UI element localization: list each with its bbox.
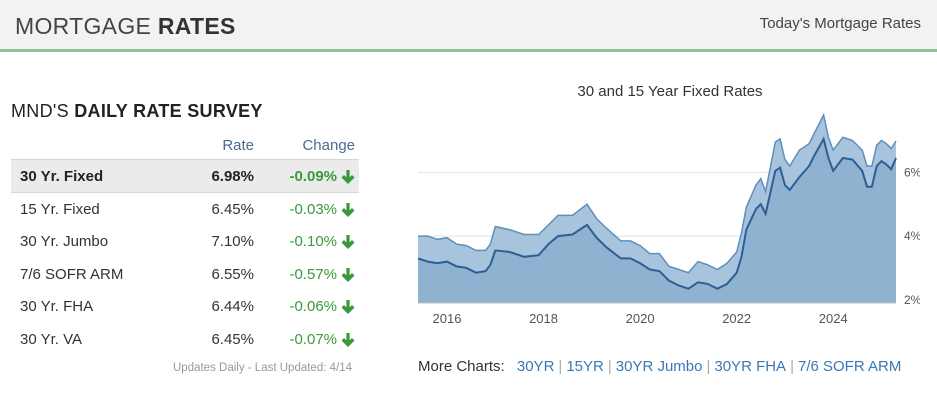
chart-title: 30 and 15 Year Fixed Rates <box>577 83 763 100</box>
link-separator: | <box>558 358 563 375</box>
series-30yr-line <box>418 112 897 274</box>
y-tick-label: 4% <box>904 229 920 243</box>
rate-change: -0.57% <box>289 265 337 283</box>
x-tick-label: 2024 <box>819 311 848 326</box>
rates-chart: 2016 2018 2020 2022 2024 2% 4% 6% <box>417 112 920 326</box>
x-tick-label: 2020 <box>626 311 655 326</box>
rate-table: Rate Change 30 Yr. Fixed 6.98% -0.09% 15 Yr… <box>11 132 359 356</box>
todays-rates-link[interactable]: Today's Mortgage Rates <box>759 15 921 32</box>
y-tick-label: 6% <box>904 165 920 179</box>
rate-row[interactable]: 30 Yr. Jumbo 7.10% -0.10% <box>11 225 359 258</box>
product-rate: 6.45% <box>211 330 254 348</box>
arrow-down-icon <box>341 202 355 217</box>
arrow-down-icon <box>341 235 355 250</box>
product-name: 15 Yr. Fixed <box>20 200 100 218</box>
rate-row[interactable]: 30 Yr. VA 6.45% -0.07% <box>11 323 359 356</box>
x-tick-label: 2016 <box>433 311 462 326</box>
header-bar: MORTGAGE RATES Today's Mortgage Rates <box>0 0 937 52</box>
product-name: 30 Yr. VA <box>20 330 82 348</box>
rate-rows: 30 Yr. Fixed 6.98% -0.09% 15 Yr. Fixed 6.45%… <box>11 160 359 356</box>
rate-change: -0.06% <box>289 298 337 316</box>
link-separator: | <box>790 358 794 375</box>
product-rate: 6.45% <box>211 200 254 218</box>
rate-row[interactable]: 30 Yr. Fixed 6.98% -0.09% <box>11 160 359 193</box>
survey-title: MND'S DAILY RATE SURVEY <box>11 101 263 122</box>
rate-row[interactable]: 15 Yr. Fixed 6.45% -0.03% <box>11 193 359 226</box>
product-rate: 6.98% <box>211 168 254 185</box>
arrow-down-icon <box>341 332 355 347</box>
more-charts-label: More Charts: <box>418 358 505 375</box>
column-header-change: Change <box>302 137 355 154</box>
survey-title-light: MND'S <box>11 101 75 121</box>
rate-row[interactable]: 30 Yr. FHA 6.44% -0.06% <box>11 290 359 323</box>
arrow-down-icon <box>341 300 355 315</box>
chart-link[interactable]: 7/6 SOFR ARM <box>797 358 902 375</box>
page-title-bold: RATES <box>157 13 236 39</box>
x-tick-label: 2022 <box>722 311 751 326</box>
rate-table-header: Rate Change <box>11 132 359 160</box>
page-title-light: MORTGAGE <box>15 13 158 39</box>
rate-change: -0.10% <box>289 233 337 251</box>
chart-link[interactable]: 15YR <box>566 358 604 375</box>
last-updated-text: Updates Daily - Last Updated: 4/14 <box>173 362 352 374</box>
product-name: 30 Yr. Jumbo <box>20 233 109 251</box>
rate-row[interactable]: 7/6 SOFR ARM 6.55% -0.57% <box>11 258 359 291</box>
product-name: 7/6 SOFR ARM <box>20 265 124 283</box>
column-header-rate: Rate <box>222 137 254 154</box>
product-rate: 6.55% <box>211 265 254 283</box>
survey-title-bold: DAILY RATE SURVEY <box>74 101 263 121</box>
series-15yr-line <box>417 136 897 290</box>
y-tick-label: 2% <box>904 293 920 307</box>
chart-link[interactable]: 30YR FHA <box>714 358 787 375</box>
arrow-down-icon <box>341 170 355 184</box>
link-separator: | <box>607 358 612 375</box>
chart-link[interactable]: 30YR <box>516 358 555 375</box>
link-separator: | <box>706 358 711 375</box>
product-rate: 6.44% <box>211 298 254 316</box>
x-tick-label: 2018 <box>529 311 558 326</box>
product-name: 30 Yr. FHA <box>20 298 94 316</box>
rate-change: -0.07% <box>289 330 337 348</box>
arrow-down-icon <box>341 267 355 282</box>
more-charts-nav: More Charts: 30YR | 15YR | 30YR Jumbo | 30YR F… <box>418 358 901 375</box>
rate-change: -0.03% <box>289 200 337 218</box>
page-title: MORTGAGE RATES <box>15 13 236 40</box>
product-name: 30 Yr. Fixed <box>20 168 104 185</box>
product-rate: 7.10% <box>211 233 254 251</box>
chart-link[interactable]: 30YR Jumbo <box>615 358 703 375</box>
rate-change: -0.09% <box>289 168 337 185</box>
series-15yr-area <box>418 138 896 303</box>
